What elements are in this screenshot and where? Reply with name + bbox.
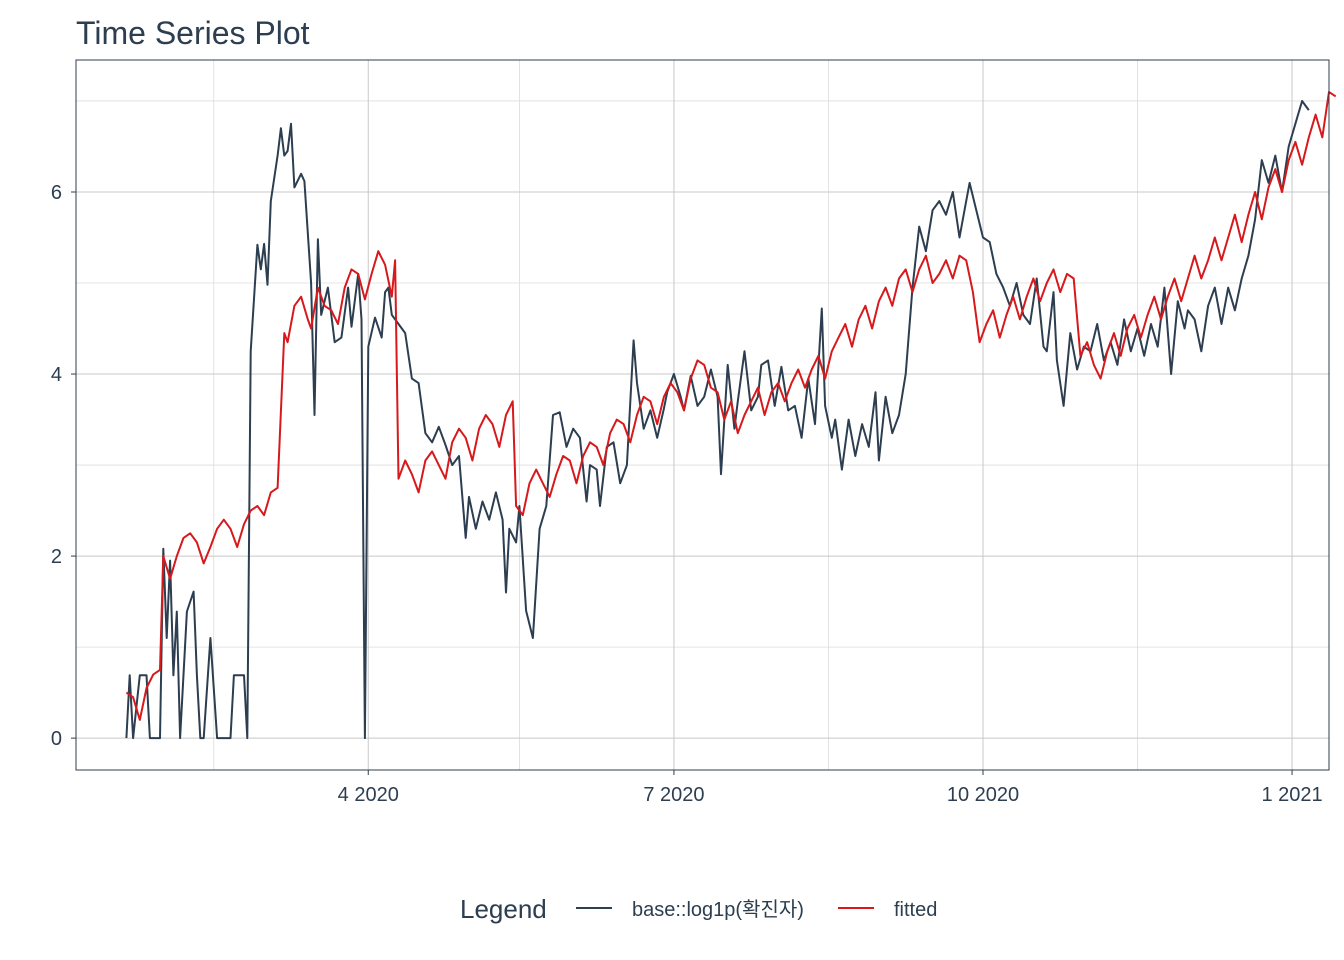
y-tick-label: 0	[51, 728, 62, 750]
x-tick-label: 10 2020	[947, 784, 1019, 806]
x-tick-label: 1 2021	[1261, 784, 1322, 806]
legend-label-observed: base::log1p(확진자)	[632, 898, 804, 921]
y-tick-label: 6	[51, 182, 62, 204]
chart-title: Time Series Plot	[76, 15, 310, 51]
legend-label-fitted: fitted	[894, 899, 937, 921]
series-line-fitted	[125, 90, 1337, 721]
y-tick-label: 4	[51, 364, 62, 386]
series-layer	[125, 90, 1337, 740]
y-axis: 0 2 4 6	[51, 182, 76, 750]
legend: Legend base::log1p(확진자) fitted	[460, 894, 937, 924]
x-tick-label: 4 2020	[338, 784, 399, 806]
grid-lines	[76, 60, 1329, 770]
y-tick-label: 2	[51, 546, 62, 568]
series-line-observed	[125, 100, 1310, 740]
x-tick-label: 7 2020	[643, 784, 704, 806]
x-axis: 4 2020 7 2020 10 2020 1 2021	[338, 770, 1323, 806]
legend-title: Legend	[460, 894, 547, 924]
panel-border	[75, 59, 1330, 771]
